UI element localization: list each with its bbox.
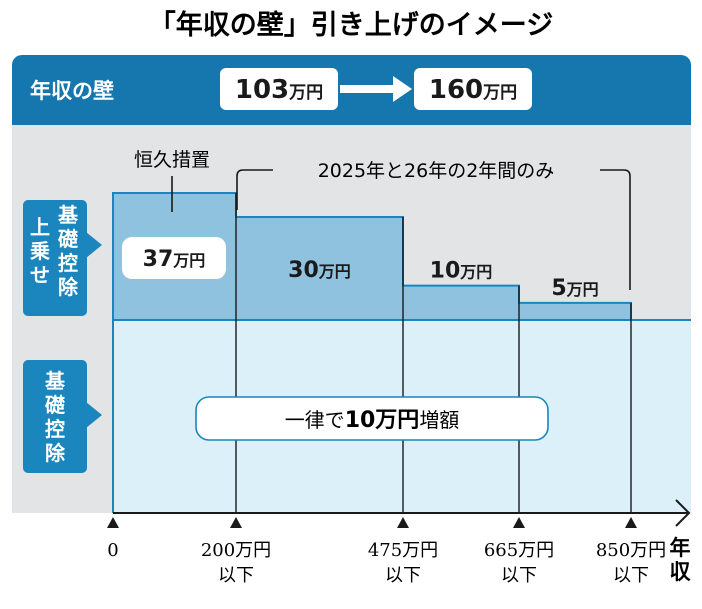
tick-mark-4 xyxy=(625,517,637,528)
from-box xyxy=(220,68,338,110)
top-side-tag-col2: 基礎控除 xyxy=(58,203,79,299)
temporary-label: 2025年と26年の2年間のみ xyxy=(318,160,555,182)
from-value: 103万円 xyxy=(235,75,323,105)
to-box xyxy=(414,68,532,110)
tick-mark-1 xyxy=(230,517,242,528)
tick-sublabel-2: 以下 xyxy=(385,565,421,586)
tick-label-2: 475万円 xyxy=(368,540,438,561)
top-segment-3 xyxy=(519,302,631,320)
tick-label-1: 200万円 xyxy=(201,540,271,561)
segment-label-0: 37万円 xyxy=(143,247,206,272)
tick-mark-0 xyxy=(107,517,119,528)
tick-sublabel-1: 以下 xyxy=(218,565,254,586)
x-axis-arrow xyxy=(675,499,691,527)
tick-mark-3 xyxy=(513,517,525,528)
to-value: 160万円 xyxy=(429,75,517,105)
tick-label-3: 665万円 xyxy=(484,540,554,561)
tick-label-4: 850万円 xyxy=(596,540,666,561)
top-segment-2 xyxy=(403,285,519,320)
top-side-tag: 上乗せ 基礎控除 xyxy=(23,200,102,316)
permanent-label: 恒久措置 xyxy=(134,149,210,171)
top-segment-1 xyxy=(236,217,403,320)
segment-label-1: 30万円 xyxy=(288,258,351,283)
tick-sublabel-4: 以下 xyxy=(613,565,649,586)
bottom-side-tag: 基礎控除 xyxy=(23,360,102,473)
segment-label-box-0 xyxy=(122,237,226,279)
tick-mark-2 xyxy=(397,517,409,528)
base-label: 一律で10万円増額 xyxy=(285,408,460,433)
x-axis-label: 年収 xyxy=(670,536,692,584)
arrow-icon xyxy=(340,76,412,102)
tick-sublabel-3: 以下 xyxy=(501,565,537,586)
tick-label-0: 0 xyxy=(107,540,118,561)
chart-title: 「年収の壁」引き上げのイメージ xyxy=(149,9,553,41)
base-label-box xyxy=(195,396,549,441)
temporary-bracket xyxy=(236,169,631,290)
bottom-side-tag-text: 基礎控除 xyxy=(45,369,66,465)
segment-label-2: 10万円 xyxy=(430,259,493,284)
header-label: 年収の壁 xyxy=(30,79,114,103)
segment-label-3: 5万円 xyxy=(551,276,598,301)
top-side-tag-col1: 上乗せ xyxy=(30,215,50,287)
header-band-bottom xyxy=(12,110,691,125)
